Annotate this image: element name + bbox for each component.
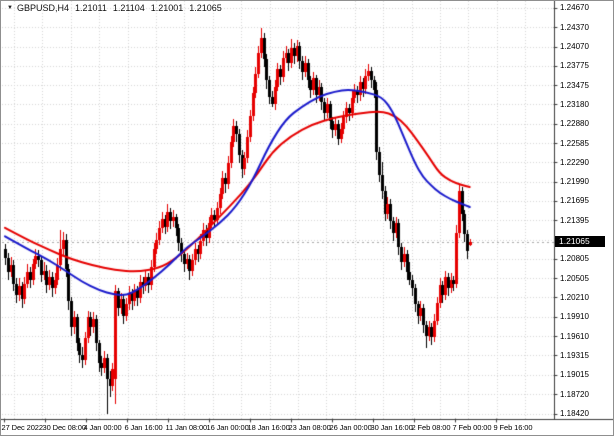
- quote-high: 1.21104: [112, 3, 145, 13]
- price-axis-label: 1.21695: [560, 196, 589, 206]
- price-axis-label: 1.21990: [560, 177, 589, 187]
- price-axis[interactable]: 1.21065 1.24670 1.24370 1.24070 1.23775 1.23…: [555, 1, 613, 419]
- price-axis-label: 1.23180: [560, 99, 589, 109]
- price-axis-label: 1.19315: [560, 350, 589, 360]
- price-axis-label: 1.20505: [560, 273, 589, 283]
- time-axis-label: 6 Jan 16:00: [124, 423, 163, 432]
- price-axis-label: 1.24670: [560, 3, 589, 13]
- quote-open: 1.21011: [74, 3, 107, 13]
- time-axis-label: 23 Jan 08:00: [288, 423, 331, 432]
- time-axis-label: 30 Dec 08:00: [42, 423, 87, 432]
- time-axis[interactable]: 27 Dec 2022 30 Dec 08:00 4 Jan 00:00 6 Jan …: [1, 420, 554, 435]
- quote-symbol-period: GBPUSD,H4: [16, 3, 69, 13]
- time-axis-label: 26 Jan 00:00: [329, 423, 372, 432]
- time-axis-label: 7 Feb 00:00: [452, 423, 492, 432]
- price-axis-label: 1.24070: [560, 42, 589, 52]
- price-axis-label: 1.19910: [560, 312, 589, 322]
- price-axis-label: 1.19610: [560, 331, 589, 341]
- quote-bid: 1.21065: [189, 3, 222, 13]
- price-axis-label: 1.23475: [560, 80, 589, 90]
- price-axis-label: 1.22880: [560, 119, 589, 129]
- price-axis-label: 1.20805: [560, 254, 589, 264]
- quote-low: 1.21001: [150, 3, 184, 13]
- price-axis-label: 1.21395: [560, 215, 589, 225]
- price-axis-label: 1.22290: [560, 157, 589, 167]
- time-axis-label: 4 Jan 00:00: [83, 423, 122, 432]
- time-axis-label: 9 Feb 16:00: [493, 423, 533, 432]
- price-axis-label: 1.18720: [560, 389, 589, 399]
- price-axis-label: 1.18420: [560, 409, 589, 419]
- price-axis-label: 1.23775: [560, 61, 589, 71]
- time-axis-label: 11 Jan 08:00: [165, 423, 208, 432]
- price-axis-label: 1.24370: [560, 22, 589, 32]
- price-axis-label: 1.19015: [560, 370, 589, 380]
- current-price-tag: 1.21065: [555, 236, 605, 248]
- triangle-down-icon: ▼: [7, 4, 13, 11]
- time-axis-label: 18 Jan 16:00: [247, 423, 290, 432]
- quote-line: ▼ GBPUSD,H4 1.21011 1.21104 1.21001 1.21…: [7, 3, 228, 13]
- time-axis-label: 2 Feb 08:00: [411, 423, 451, 432]
- price-axis-label: 1.22585: [560, 138, 589, 148]
- price-axis-label: 1.20210: [560, 292, 589, 302]
- time-axis-label: 16 Jan 00:00: [206, 423, 249, 432]
- time-axis-label: 27 Dec 2022: [1, 423, 44, 432]
- time-axis-label: 30 Jan 16:00: [370, 423, 413, 432]
